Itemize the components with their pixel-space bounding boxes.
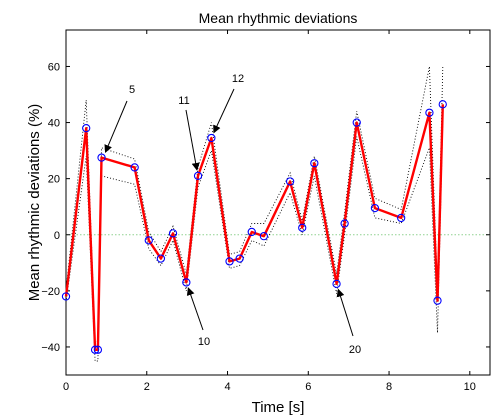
data-point	[225, 257, 234, 266]
data-point	[61, 292, 71, 301]
data-point	[93, 345, 103, 354]
data-point	[332, 279, 341, 288]
annotation-arrow	[213, 88, 235, 134]
data-point	[259, 232, 269, 241]
mean-line	[64, 104, 444, 351]
data-point	[352, 118, 361, 127]
data-point	[370, 203, 380, 213]
y-tick-label: −40	[41, 342, 60, 354]
data-point	[182, 278, 191, 287]
annotation-label: 11	[178, 95, 189, 107]
plot-frame	[65, 29, 491, 376]
data-point	[340, 219, 349, 228]
annotation-arrow	[336, 288, 354, 337]
annotation-label: 10	[198, 336, 210, 348]
data-point	[235, 254, 244, 263]
x-tick-label: 6	[305, 381, 311, 393]
annotation-arrow	[186, 287, 204, 331]
data-point	[247, 227, 256, 237]
x-tick-label: 8	[386, 381, 392, 393]
x-tick-label: 2	[144, 381, 150, 393]
annotation-arrow	[104, 100, 128, 154]
data-point	[433, 296, 442, 305]
data-point	[82, 124, 91, 133]
y-tick-label: −20	[41, 286, 60, 298]
y-tick-label: 60	[48, 61, 60, 73]
data-point	[193, 171, 203, 181]
data-point	[298, 223, 307, 232]
data-point	[97, 153, 106, 162]
x-tick-label: 4	[224, 381, 230, 393]
data-point	[425, 108, 434, 117]
data-point	[144, 236, 153, 245]
data-point	[90, 345, 100, 354]
data-point	[438, 100, 447, 109]
data-point	[207, 133, 216, 143]
y-tick-label: 20	[48, 174, 60, 186]
y-tick-label: 40	[48, 118, 60, 130]
chart-title: Mean rhythmic deviations	[199, 10, 358, 26]
x-axis-label: Time [s]	[252, 399, 305, 416]
annotation-label: 12	[232, 73, 244, 85]
x-tick-label: 10	[464, 381, 476, 393]
data-point	[310, 159, 319, 168]
data-point	[168, 229, 178, 238]
y-axis-label: Mean rhythmic deviations (%)	[26, 104, 43, 302]
plot-area: 0 2 4 6 8 10 −40 −20 0 20 40 60 5 10 11 12 20	[41, 29, 491, 393]
upper-bound-line	[65, 66, 444, 342]
x-tick-label: 0	[63, 381, 69, 393]
data-point	[156, 254, 166, 263]
data-point	[285, 177, 295, 186]
annotation-arrow	[185, 109, 200, 171]
lower-bound-line	[65, 122, 444, 362]
annotation-label: 5	[129, 84, 135, 96]
annotation-label: 20	[349, 344, 361, 356]
data-point	[130, 163, 139, 172]
data-point	[397, 213, 406, 223]
y-tick-label: 0	[54, 230, 60, 242]
